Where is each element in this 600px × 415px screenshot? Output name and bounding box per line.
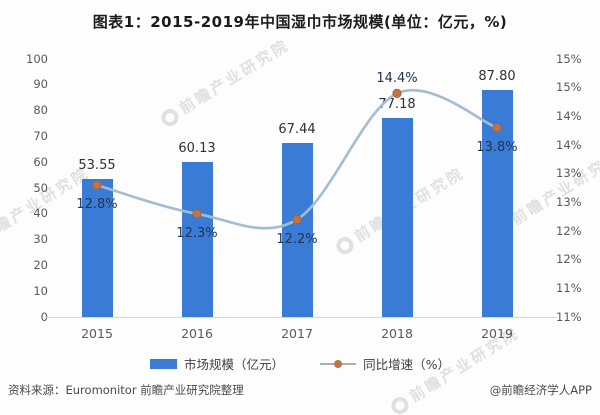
watermark-logo-icon: [158, 105, 182, 130]
x-axis-label-2017: 2017: [281, 326, 313, 341]
legend-item-market-size: 市场规模（亿元）: [150, 354, 284, 373]
y-axis-right-tick: 11%: [556, 309, 582, 324]
chart-title: 图表1：2015-2019年中国湿巾市场规模(单位：亿元，%): [92, 13, 508, 31]
bar-value-label: 67.44: [278, 122, 316, 137]
growth-rate-label: 13.8%: [476, 139, 518, 155]
growth-rate-label: 14.4%: [376, 71, 418, 87]
growth-rate-label: 12.3%: [176, 225, 218, 241]
y-axis-left-tick: 80: [33, 103, 48, 118]
y-axis-right-tick: 14%: [556, 108, 582, 123]
y-axis-right-tick: 15%: [556, 51, 582, 66]
y-axis-left-tick: 60: [33, 154, 48, 169]
x-axis-label-2015: 2015: [81, 326, 113, 341]
y-axis-left-tick: 90: [33, 77, 48, 92]
bar-value-label: 53.55: [78, 157, 116, 173]
bar-value-label: 77.18: [378, 96, 416, 112]
line-marker-icon: [334, 359, 343, 368]
legend-label-growth-rate: 同比增速（%）: [363, 357, 450, 372]
x-axis-label-2018: 2018: [381, 326, 413, 341]
y-axis-left-tick: 10: [33, 283, 48, 298]
y-axis-right-tick: 13%: [556, 166, 582, 181]
bar-series-swatch-icon: [150, 358, 178, 369]
y-axis-left-tick: 40: [33, 206, 48, 221]
footer-credit-text: @前瞻经济学人APP: [489, 383, 592, 397]
bar-2019: [481, 90, 513, 317]
line-series-swatch-icon: [320, 359, 357, 368]
y-axis-right-tick: 15%: [556, 80, 582, 95]
y-axis-right-tick: 12%: [556, 252, 582, 267]
y-axis-left-tick: 50: [33, 180, 48, 195]
y-axis-left-tick: 100: [26, 51, 48, 66]
y-axis-left-tick: 70: [33, 128, 48, 143]
y-axis-left-tick: 0: [10, 310, 48, 324]
x-axis-label-2019: 2019: [481, 326, 513, 341]
y-axis-right-tick: 13%: [556, 194, 582, 209]
legend: 市场规模（亿元） 同比增速（%）: [0, 354, 600, 373]
watermark-logo-icon: [333, 233, 357, 258]
bar-value-label: 87.80: [478, 69, 516, 85]
growth-rate-label: 12.2%: [276, 231, 318, 247]
y-axis-left-tick: 30: [33, 232, 48, 247]
watermark-logo-icon: [388, 393, 412, 415]
watermark-text: 前瞻产业研究院: [157, 34, 294, 130]
growth-rate-label: 12.8%: [76, 197, 118, 213]
y-axis-right-tick: 11%: [556, 280, 582, 295]
x-axis-label-2016: 2016: [181, 326, 213, 341]
x-axis-line: [45, 317, 557, 318]
y-axis-right-tick: 12%: [556, 223, 582, 238]
bar-2017: [281, 143, 313, 317]
footer-source-text: 资料来源：Euromonitor 前瞻产业研究院整理: [8, 383, 244, 397]
y-axis-left-tick: 20: [33, 257, 48, 272]
bar-value-label: 60.13: [178, 140, 216, 156]
bar-2018: [381, 117, 413, 317]
legend-label-market-size: 市场规模（亿元）: [184, 357, 285, 372]
legend-item-growth-rate: 同比增速（%）: [320, 354, 450, 373]
y-axis-right-tick: 14%: [556, 137, 582, 152]
